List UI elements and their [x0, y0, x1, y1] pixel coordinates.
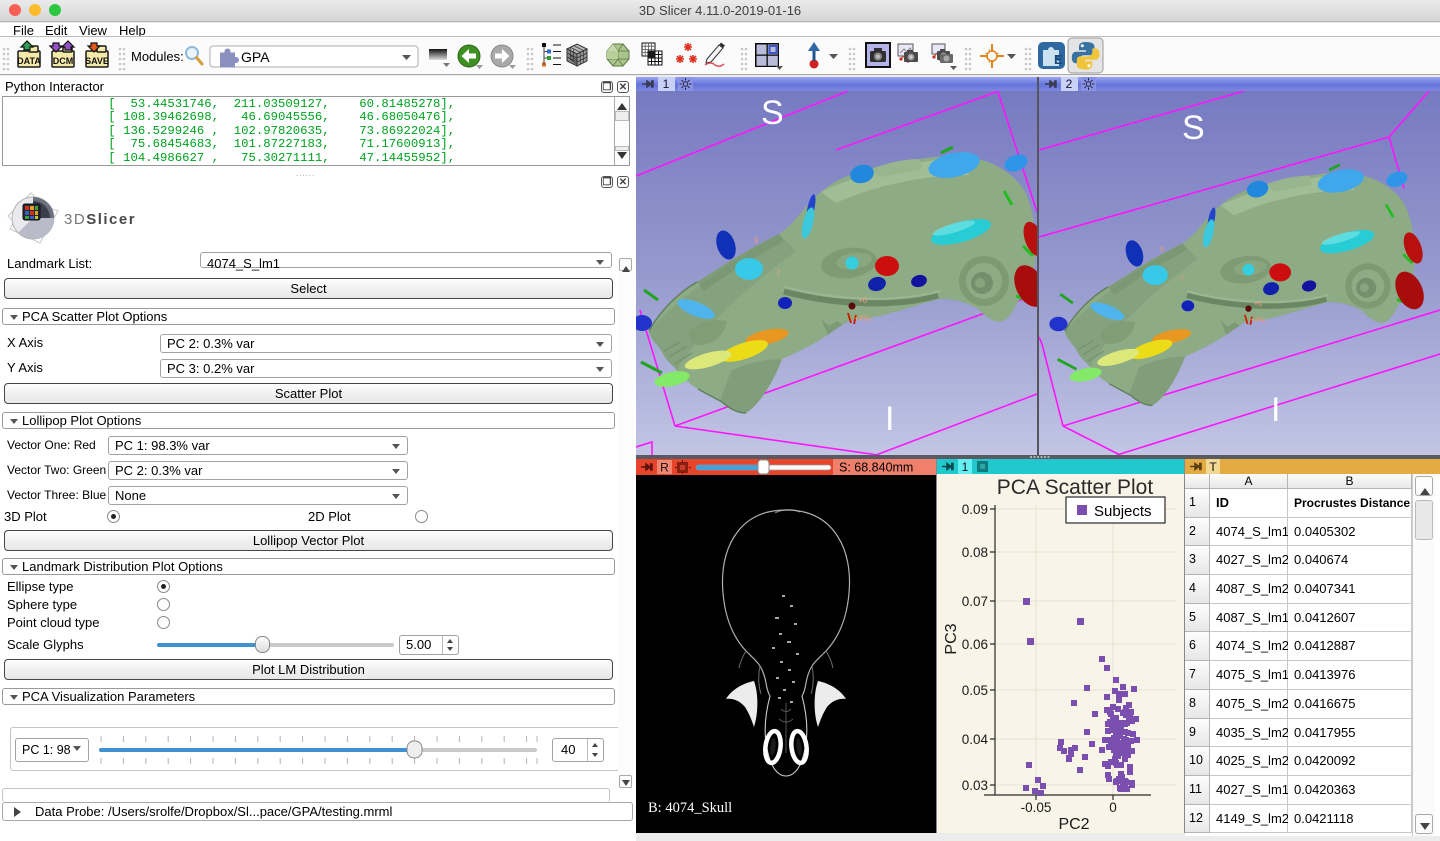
svg-text:S: S [1182, 109, 1205, 147]
svg-text:S: 68.840mm: S: 68.840mm [839, 461, 913, 475]
svg-text:B: 4074_Skull: B: 4074_Skull [648, 800, 732, 816]
svg-text:SAVE: SAVE [85, 56, 109, 66]
svg-text:2: 2 [1066, 77, 1073, 91]
svg-text:Subjects: Subjects [1094, 503, 1152, 520]
svg-text:R: R [660, 461, 669, 475]
svg-text:7: 7 [776, 269, 781, 278]
svg-text:I: I [885, 400, 894, 438]
svg-text:+4‰: +4‰ [854, 314, 871, 323]
svg-text:T: T [1209, 460, 1217, 474]
svg-text:DATA: DATA [17, 56, 41, 66]
svg-text:9: 9 [754, 236, 759, 245]
svg-text:0: 0 [1109, 800, 1117, 815]
svg-text:PC3: PC3 [943, 623, 960, 654]
svg-text:0.06: 0.06 [962, 637, 988, 652]
svg-text:S: S [761, 94, 784, 132]
svg-text:0.04: 0.04 [962, 732, 989, 747]
svg-text:0.03: 0.03 [962, 778, 988, 793]
svg-text:PC2: PC2 [1058, 816, 1089, 833]
svg-text:1: 1 [663, 77, 670, 91]
svg-text:I: I [1271, 391, 1280, 429]
svg-text:PCA Scatter Plot: PCA Scatter Plot [997, 476, 1154, 499]
svg-text:0.09: 0.09 [962, 502, 988, 517]
svg-text:0.08: 0.08 [962, 545, 988, 560]
svg-text:-0.05: -0.05 [1021, 800, 1052, 815]
svg-text:+6: +6 [858, 296, 868, 305]
svg-text:1: 1 [962, 460, 969, 474]
svg-text:0.05: 0.05 [962, 683, 988, 698]
svg-text:GPA: GPA [241, 49, 270, 65]
svg-text:3DSlicer: 3DSlicer [64, 211, 136, 228]
svg-text:DCM: DCM [53, 56, 74, 66]
svg-text:Modules:: Modules: [131, 49, 184, 64]
svg-text:0.07: 0.07 [962, 594, 988, 609]
svg-text:E: E [1054, 52, 1063, 67]
